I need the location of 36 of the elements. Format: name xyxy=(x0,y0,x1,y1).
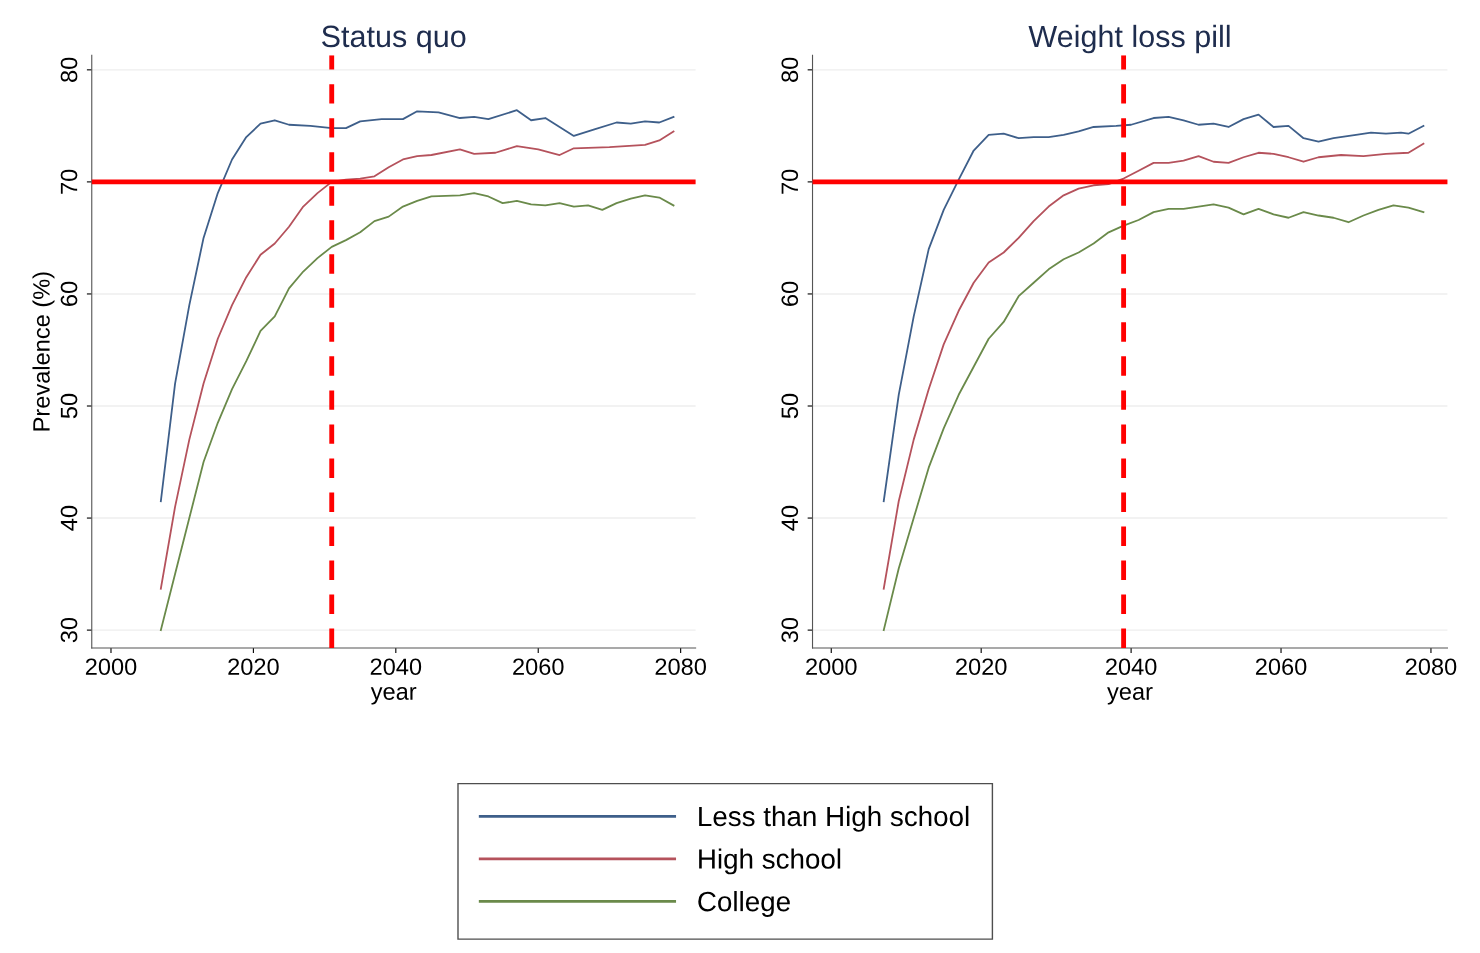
x-tick-label: 2000 xyxy=(806,658,857,676)
x-axis-title: year xyxy=(370,686,417,705)
y-tick-label: 50 xyxy=(60,393,78,419)
y-tick-label: 50 xyxy=(781,393,799,419)
x-tick-label: 2080 xyxy=(655,658,706,676)
line-series xyxy=(159,130,675,590)
text: College xyxy=(698,890,790,917)
line-series xyxy=(882,142,1425,590)
x-tick-label: 2060 xyxy=(1255,658,1307,676)
y-tick-label: 60 xyxy=(60,281,78,306)
y-tick-label: 80 xyxy=(60,57,78,82)
chart-title: Weight loss pill xyxy=(1028,24,1230,54)
text: High school xyxy=(699,848,841,875)
x-tick-label: 2060 xyxy=(513,658,564,676)
y-tick-label: 60 xyxy=(781,281,799,306)
line-series xyxy=(882,203,1425,632)
y-tick-label: 30 xyxy=(60,617,78,643)
line-series xyxy=(159,109,675,503)
y-axis-title: Prevalence (%) xyxy=(32,272,55,431)
chart-title: Status quo xyxy=(322,25,466,54)
x-tick-label: 2040 xyxy=(1106,658,1157,676)
line-series xyxy=(882,113,1425,503)
x-tick-label: 2000 xyxy=(85,658,137,676)
y-tick-label: 30 xyxy=(781,617,799,643)
x-tick-label: 2020 xyxy=(956,658,1007,676)
text: Less than High school xyxy=(699,805,969,832)
line-series xyxy=(159,192,675,632)
y-tick-label: 70 xyxy=(60,169,78,194)
x-tick-label: 2080 xyxy=(1405,658,1457,676)
x-axis-title: year xyxy=(1107,686,1153,705)
y-tick-label: 40 xyxy=(781,505,799,531)
y-tick-label: 80 xyxy=(781,57,799,82)
x-tick-label: 2040 xyxy=(370,658,422,676)
y-tick-label: 40 xyxy=(60,505,78,531)
y-tick-label: 70 xyxy=(781,169,799,194)
x-tick-label: 2020 xyxy=(228,658,279,676)
